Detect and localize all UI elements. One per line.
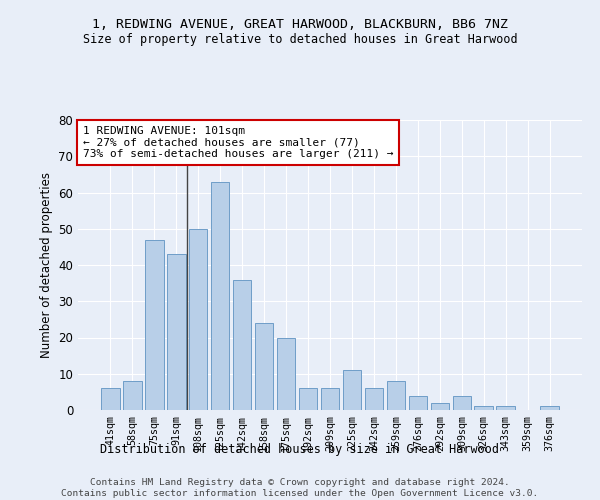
Bar [255,323,274,410]
Bar [123,381,142,410]
Text: 1, REDWING AVENUE, GREAT HARWOOD, BLACKBURN, BB6 7NZ: 1, REDWING AVENUE, GREAT HARWOOD, BLACKB… [92,18,508,30]
Bar [365,388,383,410]
Bar [386,381,405,410]
Bar [145,240,164,410]
Text: 1 REDWING AVENUE: 101sqm
← 27% of detached houses are smaller (77)
73% of semi-d: 1 REDWING AVENUE: 101sqm ← 27% of detach… [83,126,394,159]
Bar [320,388,340,410]
Bar [211,182,229,410]
Y-axis label: Number of detached properties: Number of detached properties [40,172,53,358]
Text: Contains HM Land Registry data © Crown copyright and database right 2024.
Contai: Contains HM Land Registry data © Crown c… [61,478,539,498]
Bar [277,338,295,410]
Bar [101,388,119,410]
Text: Size of property relative to detached houses in Great Harwood: Size of property relative to detached ho… [83,32,517,46]
Bar [189,229,208,410]
Text: Distribution of detached houses by size in Great Harwood: Distribution of detached houses by size … [101,442,499,456]
Bar [496,406,515,410]
Bar [233,280,251,410]
Bar [167,254,185,410]
Bar [431,403,449,410]
Bar [541,406,559,410]
Bar [409,396,427,410]
Bar [299,388,317,410]
Bar [475,406,493,410]
Bar [343,370,361,410]
Bar [452,396,471,410]
